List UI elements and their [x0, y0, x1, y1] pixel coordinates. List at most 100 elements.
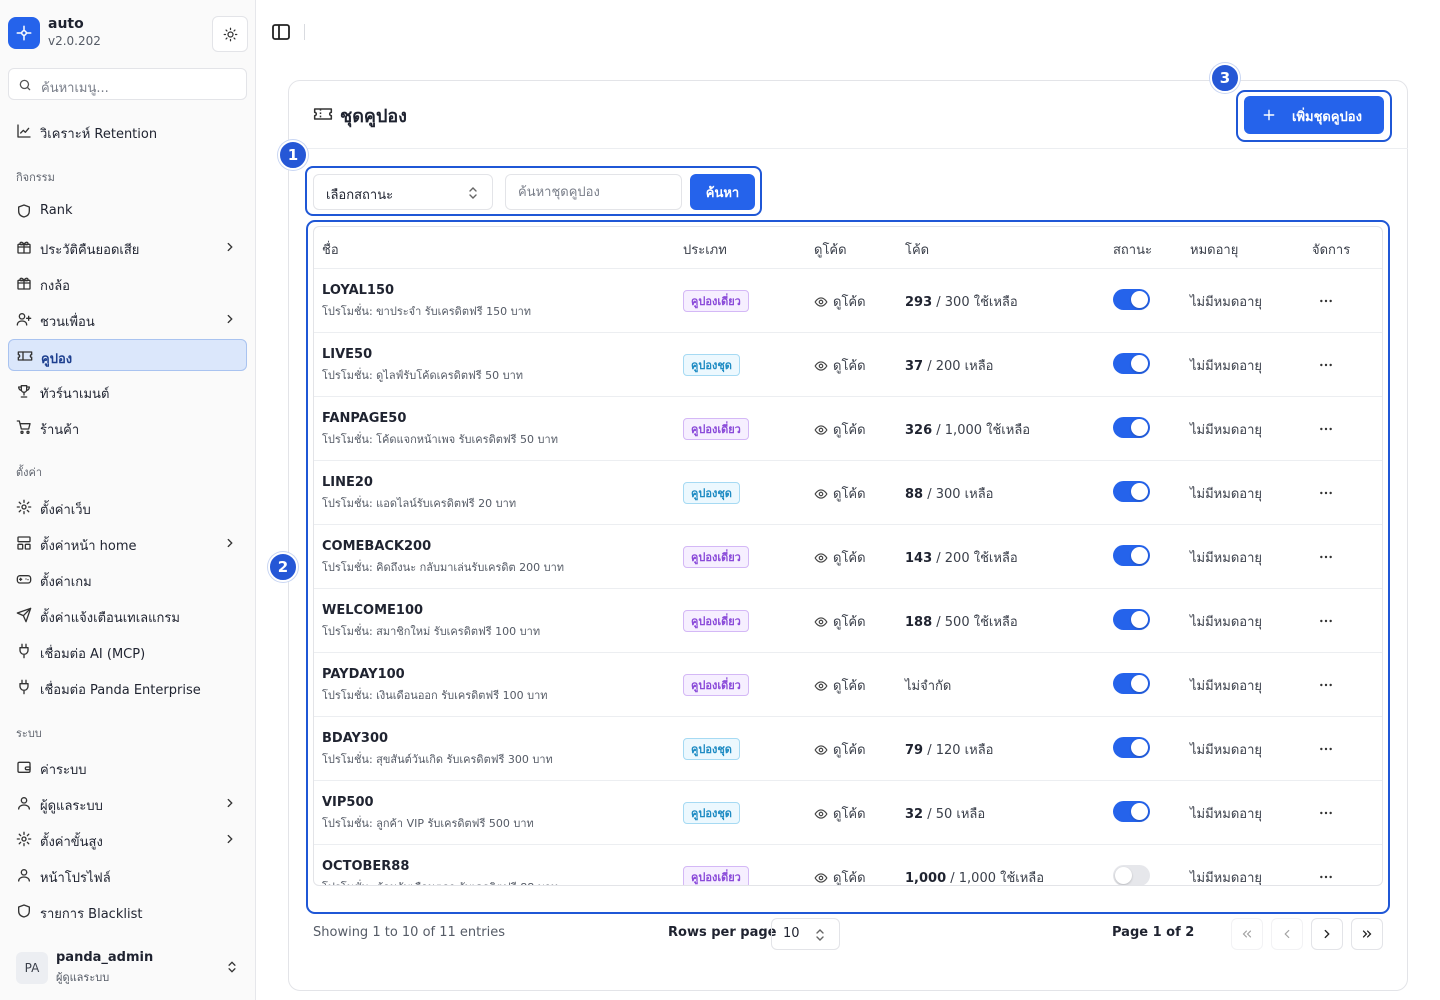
sidebar-item-label: เชื่อมต่อ AI (MCP): [40, 647, 146, 662]
more-horizontal-icon[interactable]: [1318, 805, 1334, 821]
expiry-value: ไม่มีหมดอายุ: [1190, 423, 1262, 438]
view-code-link[interactable]: ดูโค้ด: [814, 355, 866, 376]
sidebar-item-sidebar-sections-2-items-0[interactable]: ค่าระบบ: [8, 751, 247, 783]
annotation-badge-3: 3: [1210, 63, 1240, 93]
more-horizontal-icon[interactable]: [1318, 677, 1334, 693]
sidebar-item-sidebar-sections-1-items-3[interactable]: ตั้งค่าแจ้งเตือนเทเลแกรม: [8, 599, 247, 631]
sidebar-item-sidebar-sections-1-items-2[interactable]: ตั้งค่าเกม: [8, 563, 247, 595]
sidebar-toggle-button[interactable]: [272, 24, 292, 40]
next-page-button[interactable]: [1311, 918, 1343, 950]
annotation-badge-1: 1: [278, 140, 308, 170]
status-toggle[interactable]: [1113, 801, 1150, 822]
more-horizontal-icon[interactable]: [1318, 421, 1334, 437]
chevron-up-down-icon: [469, 187, 477, 199]
sidebar-item-sidebar-top_items-0[interactable]: วิเคราะห์ Retention: [8, 115, 247, 147]
code-count-used: 32: [905, 807, 924, 822]
status-toggle[interactable]: [1113, 417, 1150, 438]
brand: auto v2.0.202: [8, 16, 248, 52]
sidebar-item-sidebar-sections-0-items-0[interactable]: Rank: [8, 195, 247, 227]
sidebar-item-sidebar-sections-2-items-2[interactable]: ตั้งค่าขั้นสูง: [8, 823, 247, 855]
more-horizontal-icon[interactable]: [1318, 549, 1334, 565]
table-row: FANPAGE50 โปรโมชั่น: โค้ดแจกหน้าเพจ รับเค…: [314, 397, 1382, 461]
coupon-description: โปรโมชั่น: สมาชิกใหม่ รับเครดิตฟรี 100 บ…: [322, 625, 541, 638]
code-count-used: 88: [905, 487, 924, 502]
sidebar-item-sidebar-sections-0-items-1[interactable]: ประวัติคืนยอดเสีย: [8, 231, 247, 263]
status-toggle[interactable]: [1113, 545, 1150, 566]
status-select-value: เลือกสถานะ: [326, 188, 394, 203]
view-code-link[interactable]: ดูโค้ด: [814, 867, 866, 885]
view-code-link[interactable]: ดูโค้ด: [814, 739, 866, 760]
sidebar-item-sidebar-sections-1-items-5[interactable]: เชื่อมต่อ Panda Enterprise: [8, 671, 247, 703]
avatar: PA: [16, 952, 48, 984]
sidebar-item-label: รายการ Blacklist: [40, 907, 143, 922]
sidebar-item-sidebar-sections-0-items-2[interactable]: กงล้อ: [8, 267, 247, 299]
view-code-label: ดูโค้ด: [833, 359, 866, 374]
menu-search-input[interactable]: ค้นหาเมนู...: [8, 68, 247, 100]
sidebar-item-sidebar-sections-1-items-1[interactable]: ตั้งค่าหน้า home: [8, 527, 247, 559]
user-menu[interactable]: PA panda_admin ผู้ดูแลระบบ: [8, 944, 247, 992]
first-page-button[interactable]: [1231, 918, 1263, 950]
view-code-link[interactable]: ดูโค้ด: [814, 803, 866, 824]
view-code-link[interactable]: ดูโค้ด: [814, 675, 866, 696]
table-row: VIP500 โปรโมชั่น: ลูกค้า VIP รับเครดิตฟรี…: [314, 781, 1382, 845]
theme-toggle-button[interactable]: [212, 16, 248, 52]
sun-icon: [223, 27, 237, 41]
shield-icon: [18, 904, 30, 918]
annotation-highlight-2: [306, 220, 1390, 914]
sidebar-item-sidebar-sections-0-items-6[interactable]: ร้านค้า: [8, 411, 247, 443]
status-select[interactable]: เลือกสถานะ: [313, 174, 493, 210]
sidebar-item-sidebar-sections-0-items-5[interactable]: ทัวร์นาเมนต์: [8, 375, 247, 407]
sidebar-item-sidebar-sections-2-items-4[interactable]: รายการ Blacklist: [8, 895, 247, 927]
sidebar-item-sidebar-sections-0-items-4[interactable]: คูปอง: [8, 339, 247, 371]
status-toggle[interactable]: [1113, 737, 1150, 758]
view-code-link[interactable]: ดูโค้ด: [814, 483, 866, 504]
coupon-description: โปรโมชั่น: ดูไลฟ์รับโค้ดเครดิตฟรี 50 บาท: [322, 369, 524, 382]
expiry-value: ไม่มีหมดอายุ: [1190, 807, 1262, 822]
sidebar-item-sidebar-sections-1-items-0[interactable]: ตั้งค่าเว็บ: [8, 491, 247, 523]
status-toggle[interactable]: [1113, 481, 1150, 502]
status-toggle[interactable]: [1113, 865, 1150, 885]
view-code-link[interactable]: ดูโค้ด: [814, 419, 866, 440]
view-code-link[interactable]: ดูโค้ด: [814, 547, 866, 568]
table-row: WELCOME100 โปรโมชั่น: สมาชิกใหม่ รับเครดิ…: [314, 589, 1382, 653]
user-icon: [18, 797, 30, 810]
more-horizontal-icon[interactable]: [1318, 357, 1334, 373]
more-horizontal-icon[interactable]: [1318, 293, 1334, 309]
sidebar-item-sidebar-sections-1-items-4[interactable]: เชื่อมต่อ AI (MCP): [8, 635, 247, 667]
coupon-search-input[interactable]: [505, 174, 682, 210]
sidebar-item-label: Rank: [40, 203, 73, 218]
status-toggle[interactable]: [1113, 673, 1150, 694]
chevrons-left-icon: [1242, 930, 1252, 938]
user-role: ผู้ดูแลระบบ: [56, 971, 110, 984]
menu-search-placeholder: ค้นหาเมนู...: [41, 81, 109, 96]
coupon-code: LOYAL150: [322, 283, 395, 298]
previous-page-button[interactable]: [1271, 918, 1303, 950]
sidebar-section-label: ระบบ: [16, 727, 42, 740]
expiry-value: ไม่มีหมดอายุ: [1190, 679, 1262, 694]
eye-icon: [814, 744, 828, 755]
more-horizontal-icon[interactable]: [1318, 741, 1334, 757]
last-page-button[interactable]: [1351, 918, 1383, 950]
sidebar-item-sidebar-sections-2-items-3[interactable]: หน้าโปรไฟล์: [8, 859, 247, 891]
status-toggle[interactable]: [1113, 289, 1150, 310]
view-code-link[interactable]: ดูโค้ด: [814, 611, 866, 632]
search-button[interactable]: ค้นหา: [690, 174, 755, 210]
more-horizontal-icon[interactable]: [1318, 869, 1334, 885]
layout-icon: [17, 536, 31, 550]
page-title: ชุดคูปอง: [340, 106, 407, 127]
chevron-up-down-icon: [228, 961, 236, 973]
column-header-name: ชื่อ: [322, 243, 339, 258]
sidebar-item-sidebar-sections-2-items-1[interactable]: ผู้ดูแลระบบ: [8, 787, 247, 819]
status-toggle[interactable]: [1113, 353, 1150, 374]
add-coupon-set-button[interactable]: เพิ่มชุดคูปอง: [1244, 96, 1384, 134]
view-code-link[interactable]: ดูโค้ด: [814, 291, 866, 312]
chevron-up-down-icon: [816, 929, 824, 941]
more-horizontal-icon[interactable]: [1318, 613, 1334, 629]
rows-per-page-select[interactable]: 10: [771, 918, 840, 950]
sidebar-item-sidebar-sections-0-items-3[interactable]: ชวนเพื่อน: [8, 303, 247, 335]
toggle-knob: [1131, 803, 1148, 820]
more-horizontal-icon[interactable]: [1318, 485, 1334, 501]
status-toggle[interactable]: [1113, 609, 1150, 630]
eye-icon: [814, 424, 828, 435]
code-count-total: / 500 ใช้เหลือ: [932, 615, 1018, 630]
